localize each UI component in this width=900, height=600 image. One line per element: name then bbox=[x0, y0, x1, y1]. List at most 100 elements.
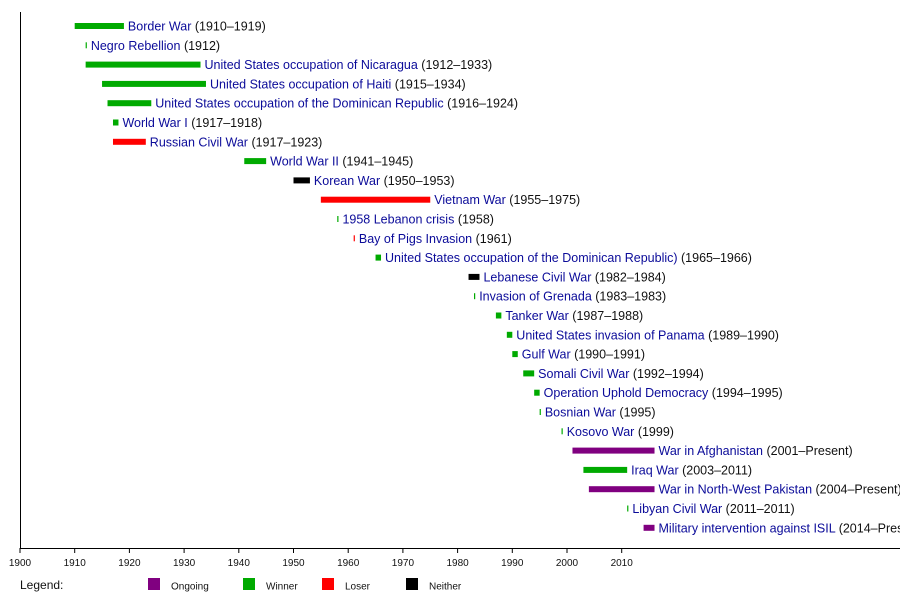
war-label[interactable]: Tanker War (1987–1988) bbox=[505, 309, 643, 323]
war-bar bbox=[474, 293, 476, 300]
war-bar bbox=[293, 177, 310, 184]
war-bar bbox=[102, 80, 206, 87]
war-name-link[interactable]: Operation Uphold Democracy bbox=[544, 386, 709, 400]
war-label[interactable]: Bosnian War (1995) bbox=[545, 406, 656, 420]
war-name-link[interactable]: Bay of Pigs Invasion bbox=[359, 232, 472, 246]
war-name-link[interactable]: United States occupation of the Dominica… bbox=[385, 251, 678, 265]
war-label[interactable]: War in Afghanistan (2001–Present) bbox=[659, 444, 853, 458]
war-bar bbox=[523, 370, 535, 377]
war-bar bbox=[85, 42, 87, 49]
war-bar bbox=[112, 119, 119, 126]
war-name-link[interactable]: United States occupation of the Dominica… bbox=[155, 97, 443, 111]
war-years-text: (1992–1994) bbox=[629, 367, 703, 381]
war-bar bbox=[112, 138, 146, 145]
war-name-link[interactable]: Bosnian War bbox=[545, 406, 616, 420]
war-name-link[interactable]: Invasion of Grenada bbox=[479, 290, 592, 304]
x-tick-label: 1900 bbox=[9, 558, 32, 569]
x-tick-label: 1990 bbox=[501, 558, 524, 569]
war-years-text: (1912) bbox=[180, 39, 220, 53]
war-label[interactable]: Invasion of Grenada (1983–1983) bbox=[479, 290, 666, 304]
war-label[interactable]: Kosovo War (1999) bbox=[567, 425, 674, 439]
war-name-link[interactable]: War in Afghanistan bbox=[659, 444, 764, 458]
war-name-link[interactable]: Iraq War bbox=[631, 463, 678, 477]
war-bar bbox=[85, 61, 201, 68]
war-label[interactable]: Bay of Pigs Invasion (1961) bbox=[359, 232, 512, 246]
x-tick-label: 1920 bbox=[118, 558, 141, 569]
war-label[interactable]: Negro Rebellion (1912) bbox=[91, 39, 220, 53]
war-years-text: (1995) bbox=[616, 406, 656, 420]
war-label[interactable]: Somali Civil War (1992–1994) bbox=[538, 367, 704, 381]
war-bar bbox=[539, 409, 541, 415]
war-label[interactable]: World War I (1917–1918) bbox=[122, 116, 262, 130]
war-label[interactable]: Border War (1910–1919) bbox=[128, 20, 266, 34]
war-name-link[interactable]: Negro Rebellion bbox=[91, 39, 181, 53]
war-label[interactable]: 1958 Lebanon crisis (1958) bbox=[342, 213, 494, 227]
war-label[interactable]: War in North-West Pakistan (2004–Present… bbox=[659, 483, 900, 497]
legend-swatch-loser bbox=[322, 578, 334, 590]
war-years-text: (1999) bbox=[634, 425, 674, 439]
war-name-link[interactable]: Libyan Civil War bbox=[632, 502, 722, 516]
war-label[interactable]: Korean War (1950–1953) bbox=[314, 174, 455, 188]
war-label[interactable]: United States invasion of Panama (1989–1… bbox=[516, 328, 779, 342]
war-years-text: (1982–1984) bbox=[591, 270, 665, 284]
legend-swatch-neither bbox=[406, 578, 418, 590]
war-name-link[interactable]: Russian Civil War bbox=[150, 135, 248, 149]
war-name-link[interactable]: Vietnam War bbox=[434, 193, 506, 207]
x-tick-label: 1910 bbox=[64, 558, 87, 569]
war-name-link[interactable]: 1958 Lebanon crisis bbox=[342, 213, 454, 227]
war-name-link[interactable]: Lebanese Civil War bbox=[483, 270, 591, 284]
legend-label-ongoing: Ongoing bbox=[171, 582, 209, 593]
war-years-text: (2011–2011) bbox=[722, 502, 795, 516]
war-label[interactable]: World War II (1941–1945) bbox=[270, 155, 413, 169]
war-bar bbox=[561, 428, 563, 435]
war-bar bbox=[375, 254, 382, 261]
war-years-text: (1950–1953) bbox=[380, 174, 454, 188]
war-years-text: (1941–1945) bbox=[339, 155, 413, 169]
war-bar bbox=[627, 505, 629, 512]
war-bar bbox=[512, 351, 518, 358]
x-tick-label: 1950 bbox=[282, 558, 305, 569]
war-bar bbox=[506, 331, 513, 338]
war-label[interactable]: Vietnam War (1955–1975) bbox=[434, 193, 580, 207]
war-years-text: (2004–Present) bbox=[812, 483, 900, 497]
war-bar bbox=[534, 389, 540, 396]
war-name-link[interactable]: World War II bbox=[270, 155, 339, 169]
war-label[interactable]: United States occupation of Nicaragua (1… bbox=[205, 58, 493, 72]
x-tick-label: 1930 bbox=[173, 558, 196, 569]
war-name-link[interactable]: United States occupation of Nicaragua bbox=[205, 58, 418, 72]
war-name-link[interactable]: Tanker War bbox=[505, 309, 568, 323]
war-name-link[interactable]: Kosovo War bbox=[567, 425, 635, 439]
war-label[interactable]: Iraq War (2003–2011) bbox=[631, 463, 752, 477]
war-name-link[interactable]: Gulf War bbox=[522, 348, 571, 362]
war-bar bbox=[320, 196, 431, 203]
war-name-link[interactable]: Military intervention against ISIL bbox=[659, 521, 836, 535]
war-label[interactable]: Gulf War (1990–1991) bbox=[522, 348, 645, 362]
war-label[interactable]: United States occupation of the Dominica… bbox=[155, 97, 518, 111]
war-name-link[interactable]: World War I bbox=[122, 116, 187, 130]
war-label[interactable]: United States occupation of the Dominica… bbox=[385, 251, 752, 265]
war-name-link[interactable]: Somali Civil War bbox=[538, 367, 629, 381]
war-bar bbox=[353, 235, 355, 242]
war-years-text: (1989–1990) bbox=[705, 328, 779, 342]
war-label[interactable]: Military intervention against ISIL (2014… bbox=[659, 521, 900, 535]
war-name-link[interactable]: Border War bbox=[128, 20, 191, 34]
war-bar bbox=[643, 524, 655, 531]
war-label[interactable]: Russian Civil War (1917–1923) bbox=[150, 135, 323, 149]
war-bar bbox=[468, 273, 480, 280]
war-bar bbox=[583, 466, 628, 473]
war-name-link[interactable]: War in North-West Pakistan bbox=[659, 483, 813, 497]
war-label[interactable]: Lebanese Civil War (1982–1984) bbox=[483, 270, 665, 284]
x-tick-label: 1970 bbox=[392, 558, 415, 569]
war-name-link[interactable]: United States occupation of Haiti bbox=[210, 77, 391, 91]
war-bar bbox=[572, 447, 655, 454]
war-name-link[interactable]: United States invasion of Panama bbox=[516, 328, 704, 342]
x-tick-label: 2010 bbox=[611, 558, 634, 569]
war-years-text: (1917–1923) bbox=[248, 135, 322, 149]
war-name-link[interactable]: Korean War bbox=[314, 174, 380, 188]
x-tick-label: 1960 bbox=[337, 558, 360, 569]
war-label[interactable]: Libyan Civil War (2011–2011) bbox=[632, 502, 794, 516]
war-label[interactable]: Operation Uphold Democracy (1994–1995) bbox=[544, 386, 783, 400]
war-label[interactable]: United States occupation of Haiti (1915–… bbox=[210, 77, 466, 91]
legend-swatch-winner bbox=[243, 578, 255, 590]
